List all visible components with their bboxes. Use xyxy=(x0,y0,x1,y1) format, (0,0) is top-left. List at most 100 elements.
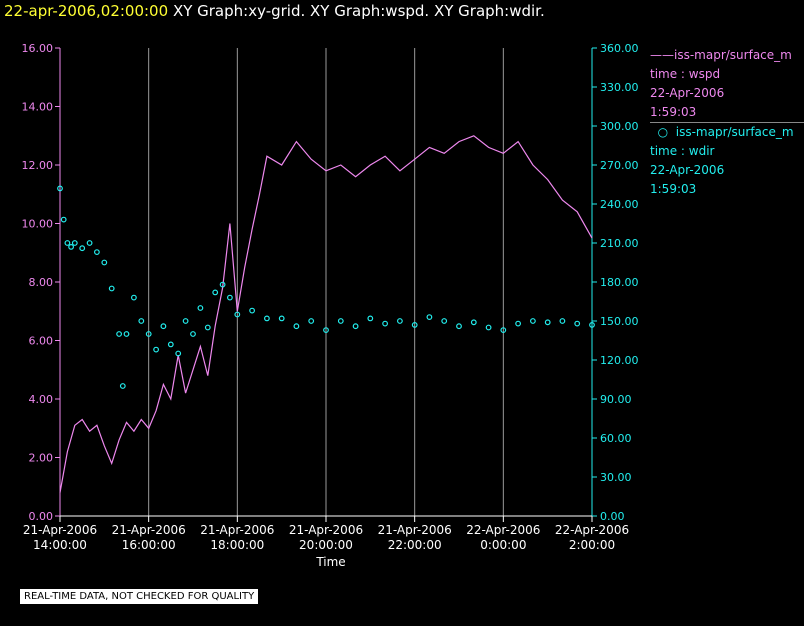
wdir-point xyxy=(411,322,418,328)
quality-notice: REAL-TIME DATA, NOT CHECKED FOR QUALITY xyxy=(20,589,259,604)
legend-wspd-time: 1:59:03 xyxy=(650,103,804,123)
wdir-point xyxy=(153,346,160,353)
legend: ——iss-mapr/surface_m time : wspd 22-Apr-… xyxy=(650,46,804,196)
legend-wdir-vars: time : wdir xyxy=(650,144,715,158)
wdir-point xyxy=(337,318,344,324)
wdir-point xyxy=(323,327,329,334)
wdir-point xyxy=(308,318,315,324)
wdir-point xyxy=(426,314,433,321)
x-tick-date: 21-Apr-2006 xyxy=(289,523,363,537)
wdir-point xyxy=(116,331,122,337)
x-tick-time: 2:00:00 xyxy=(569,538,615,552)
wdir-point xyxy=(197,305,204,311)
wdir-point xyxy=(234,311,241,318)
y-right-tick-label: 90.00 xyxy=(600,393,632,406)
series-wdir xyxy=(57,185,595,389)
wdir-point xyxy=(182,318,189,324)
wdir-point xyxy=(138,318,145,324)
y-right-tick-label: 180.00 xyxy=(600,276,639,289)
wdir-point xyxy=(68,243,74,250)
wdir-point xyxy=(367,315,374,322)
y-right-tick-label: 300.00 xyxy=(600,120,639,133)
wdir-point xyxy=(515,320,521,327)
wdir-point xyxy=(64,240,71,246)
wdir-point xyxy=(397,318,403,324)
x-tick-label: 21-Apr-2006 16:00:00 xyxy=(112,523,186,552)
y-right-tick-label: 270.00 xyxy=(600,159,639,172)
y-left-tick-label: 6.00 xyxy=(29,335,54,348)
y-left-tick-label: 2.00 xyxy=(29,452,54,465)
wdir-point xyxy=(530,318,536,324)
x-tick-date: 22-Apr-2006 xyxy=(555,523,629,537)
wdir-point xyxy=(190,331,196,337)
wdir-point xyxy=(574,320,581,327)
x-tick-time: 14:00:00 xyxy=(33,538,87,552)
x-tick-time: 16:00:00 xyxy=(122,538,176,552)
y-left-axis: 0.00 2.00 4.00 6.00 8.00 10.00 12.00 14.00 16.00 xyxy=(22,42,60,523)
y-left-tick-label: 14.00 xyxy=(22,101,54,114)
wdir-point xyxy=(544,319,551,326)
wdir-point xyxy=(485,324,492,331)
x-tick-label: 21-Apr-2006 20:00:00 xyxy=(289,523,363,552)
y-left-tick-label: 16.00 xyxy=(22,42,54,55)
wspd-line xyxy=(59,135,593,493)
y-left-tick-label: 4.00 xyxy=(29,393,54,406)
wdir-point xyxy=(293,323,300,330)
legend-circle-swatch: ○ xyxy=(650,125,676,139)
title-graphs: XY Graph:xy-grid. XY Graph:wspd. XY Grap… xyxy=(172,2,545,20)
x-tick-time: 0:00:00 xyxy=(480,538,526,552)
x-axis-label: Time xyxy=(315,555,345,569)
wdir-point xyxy=(101,259,108,266)
wdir-point xyxy=(226,294,233,301)
legend-wspd-vars: time : wspd xyxy=(650,67,721,81)
x-tick-label: 21-Apr-2006 22:00:00 xyxy=(378,523,452,552)
x-tick-time: 18:00:00 xyxy=(210,538,264,552)
wdir-point xyxy=(456,323,462,330)
wdir-point xyxy=(589,322,595,328)
wdir-point xyxy=(212,289,219,296)
x-tick-date: 21-Apr-2006 xyxy=(23,523,97,537)
wdir-point xyxy=(123,331,130,337)
x-tick-date: 21-Apr-2006 xyxy=(112,523,186,537)
y-left-tick-label: 10.00 xyxy=(22,218,54,231)
wdir-point xyxy=(60,216,67,223)
wdir-point xyxy=(175,350,182,357)
wdir-point xyxy=(108,285,115,292)
x-tick-label: 21-Apr-2006 14:00:00 xyxy=(23,523,97,552)
wdir-point xyxy=(93,249,100,256)
wdir-point xyxy=(249,307,256,314)
wdir-point xyxy=(441,318,448,324)
wdir-point xyxy=(470,319,477,326)
y-right-tick-label: 330.00 xyxy=(600,81,639,94)
x-tick-label: 22-Apr-2006 2:00:00 xyxy=(555,523,629,552)
wdir-point xyxy=(264,315,270,322)
wdir-point xyxy=(500,327,507,334)
wdir-point xyxy=(219,281,226,288)
wdir-point xyxy=(204,324,211,331)
legend-series-name: iss-mapr/surface_m xyxy=(674,48,792,62)
wdir-point xyxy=(352,323,359,330)
x-tick-date: 22-Apr-2006 xyxy=(466,523,540,537)
y-right-tick-label: 210.00 xyxy=(600,237,639,250)
wdir-point xyxy=(145,331,152,337)
y-right-tick-label: 60.00 xyxy=(600,432,632,445)
legend-item-wspd: ——iss-mapr/surface_m xyxy=(650,46,804,65)
y-left-tick-label: 8.00 xyxy=(29,276,54,289)
y-left-tick-label: 0.00 xyxy=(29,510,54,523)
wdir-point xyxy=(130,294,137,301)
title-datetime: 22-apr-2006,02:00:00 xyxy=(4,2,169,20)
graph-title: 22-apr-2006,02:00:00 XY Graph:xy-grid. X… xyxy=(4,2,545,20)
y-left-tick-label: 12.00 xyxy=(22,159,54,172)
x-tick-date: 21-Apr-2006 xyxy=(378,523,452,537)
wdir-point xyxy=(86,240,93,246)
legend-line-swatch: —— xyxy=(650,48,674,62)
y-right-tick-label: 150.00 xyxy=(600,315,639,328)
wdir-point xyxy=(71,240,78,246)
wdir-point xyxy=(57,185,63,192)
wdir-point xyxy=(278,315,285,322)
y-right-tick-label: 360.00 xyxy=(600,42,639,55)
x-tick-date: 21-Apr-2006 xyxy=(200,523,274,537)
x-tick-label: 22-Apr-2006 0:00:00 xyxy=(466,523,540,552)
